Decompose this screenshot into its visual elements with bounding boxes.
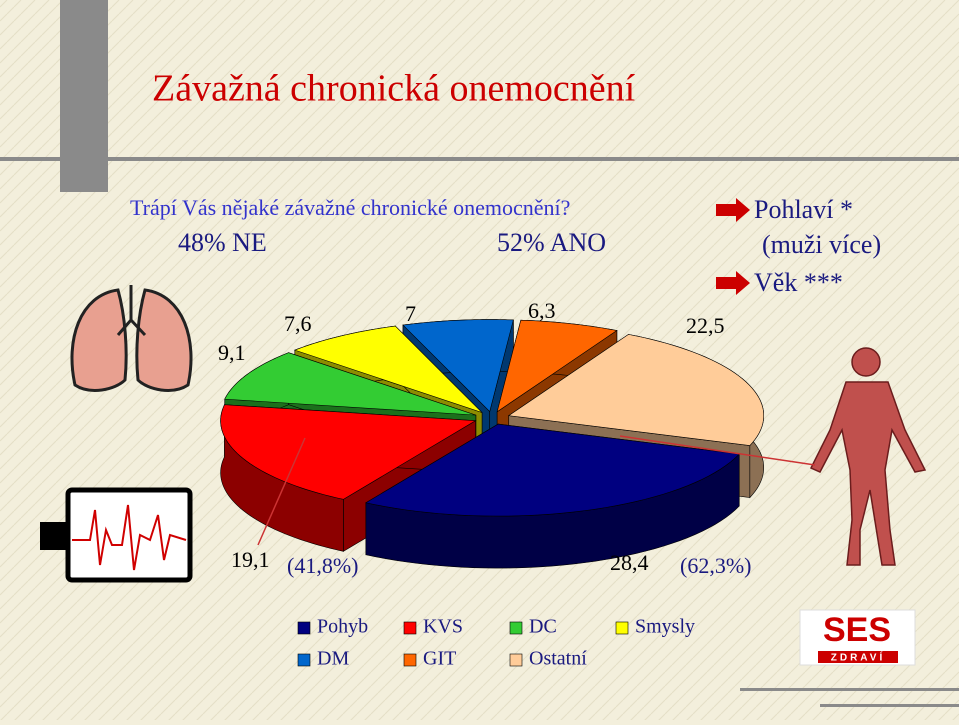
note: Věk *** bbox=[754, 268, 843, 297]
decor-line bbox=[820, 704, 959, 707]
legend-swatch bbox=[297, 653, 311, 667]
logo: SES ZDRAVÍ bbox=[799, 609, 916, 666]
note: Pohlaví * bbox=[754, 195, 853, 224]
legend-label: GIT bbox=[423, 648, 456, 670]
pie-slice bbox=[402, 319, 514, 413]
legend-swatch bbox=[509, 621, 523, 635]
legend-swatch bbox=[297, 621, 311, 635]
value-label: 6,3 bbox=[528, 298, 556, 323]
legend-swatch bbox=[509, 653, 523, 667]
pie-slice bbox=[220, 404, 477, 500]
yes-share: 52% ANO bbox=[497, 228, 606, 257]
no-share: 48% NE bbox=[178, 228, 267, 257]
decor-bar bbox=[60, 0, 108, 192]
pie-slice bbox=[293, 325, 483, 413]
legend-swatch bbox=[615, 621, 629, 635]
bullet-arrow bbox=[716, 198, 750, 222]
pie-slice bbox=[224, 352, 476, 416]
decor-line bbox=[0, 157, 959, 161]
question: Trápí Vás nějaké závažné chronické onemo… bbox=[130, 195, 570, 220]
value-label: 28,4 bbox=[610, 550, 649, 575]
value-label: 22,5 bbox=[686, 313, 725, 338]
title: Závažná chronická onemocnění bbox=[152, 68, 636, 110]
logo-text: SES bbox=[823, 611, 891, 649]
value-label: 9,1 bbox=[218, 340, 246, 365]
pie-slice bbox=[496, 319, 618, 413]
legend-label: Pohyb bbox=[317, 616, 368, 638]
anatomy-figure bbox=[809, 347, 927, 566]
annotation: (41,8%) bbox=[287, 553, 358, 578]
value-label: 7,6 bbox=[284, 311, 312, 336]
note: (muži více) bbox=[762, 230, 881, 259]
value-label: 19,1 bbox=[231, 547, 270, 572]
lungs-icon bbox=[70, 285, 193, 392]
annotation: (62,3%) bbox=[680, 553, 751, 578]
legend-swatch bbox=[403, 621, 417, 635]
logo-subtext: ZDRAVÍ bbox=[831, 651, 885, 664]
legend-label: Smysly bbox=[635, 616, 695, 638]
pointer-line bbox=[257, 437, 306, 546]
pie-slice bbox=[507, 334, 765, 446]
pie-slice bbox=[365, 423, 740, 517]
value-label: 7 bbox=[405, 301, 416, 326]
legend-label: DC bbox=[529, 616, 557, 638]
legend-label: DM bbox=[317, 648, 349, 670]
legend-swatch bbox=[403, 653, 417, 667]
pie-chart bbox=[220, 319, 765, 569]
legend-label: KVS bbox=[423, 616, 463, 638]
decor-line bbox=[740, 688, 959, 691]
bullet-arrow bbox=[716, 271, 750, 295]
pointer-line bbox=[619, 435, 816, 466]
ecg-monitor bbox=[40, 487, 193, 583]
legend-label: Ostatní bbox=[529, 648, 587, 670]
